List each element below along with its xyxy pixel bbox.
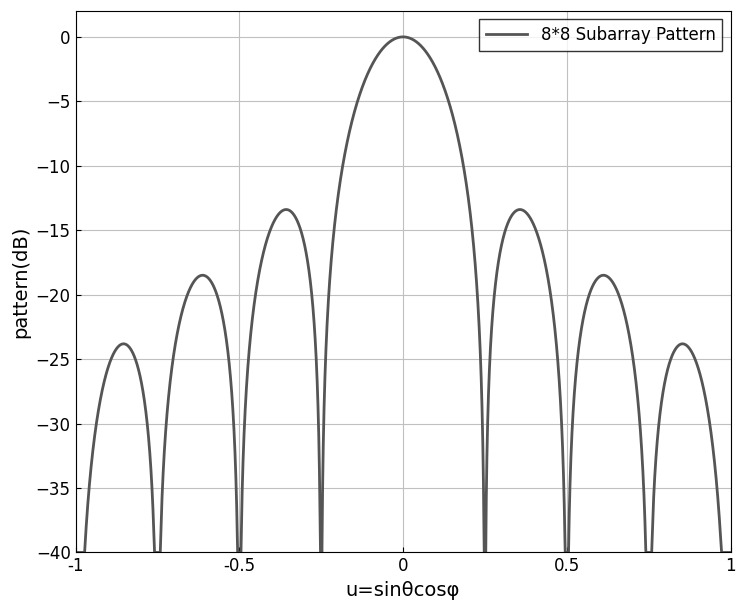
Y-axis label: pattern(dB): pattern(dB): [11, 225, 30, 338]
Legend: 8*8 Subarray Pattern: 8*8 Subarray Pattern: [479, 20, 722, 51]
X-axis label: u=sinθcosφ: u=sinθcosφ: [346, 581, 460, 600]
